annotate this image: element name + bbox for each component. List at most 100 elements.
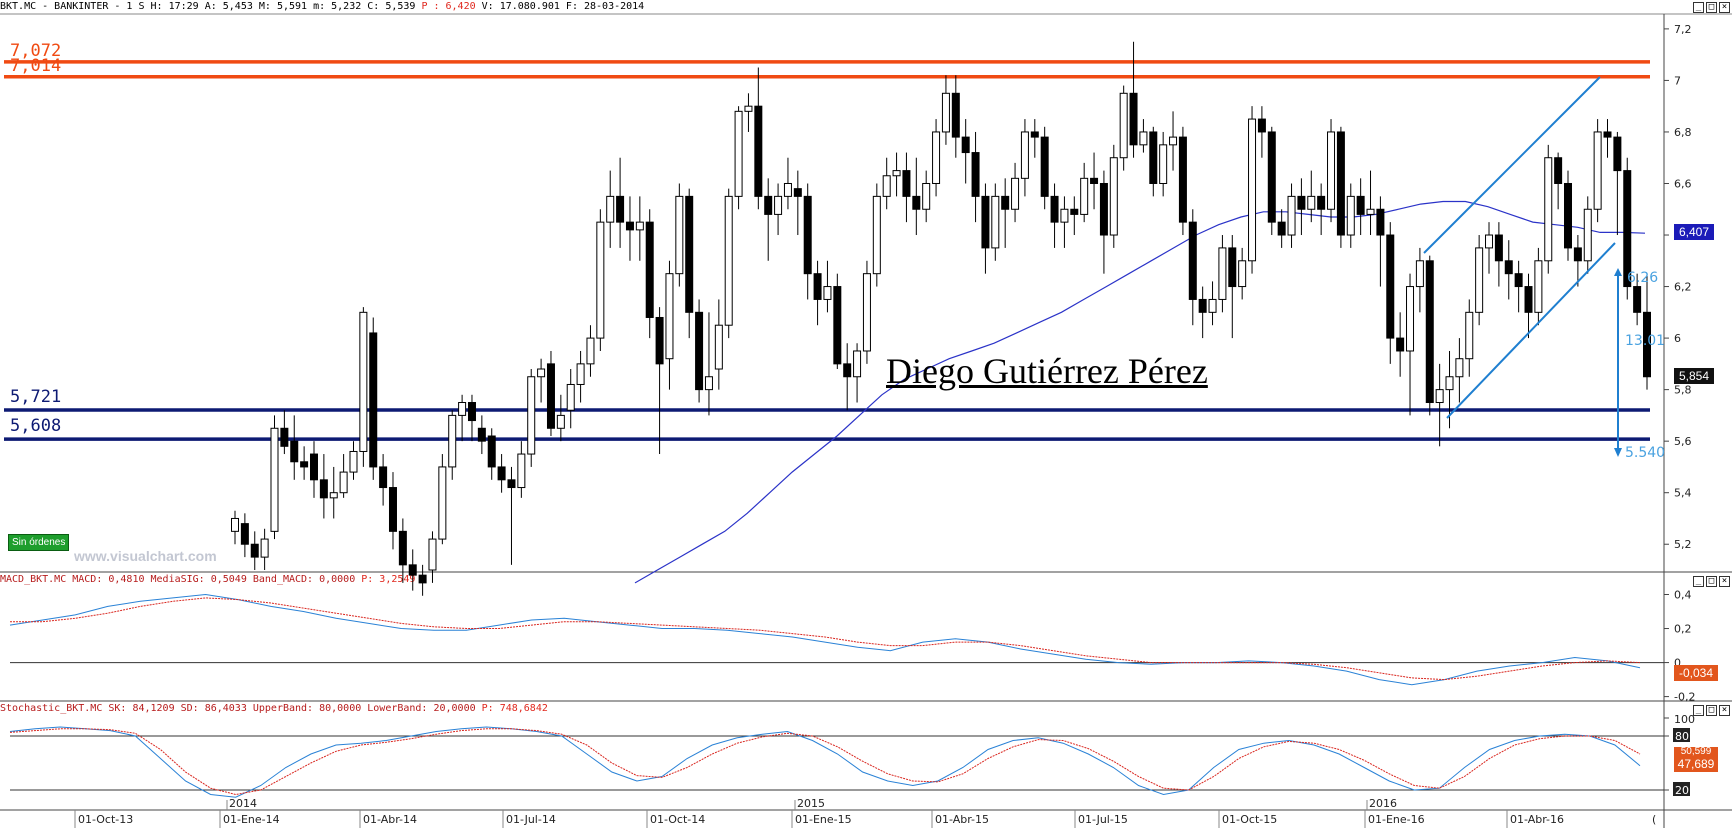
candle-down — [1386, 234, 1395, 339]
level-label: 7,072 — [10, 41, 61, 61]
macd-header-p: P: 3,2549 — [361, 574, 416, 585]
candle-up — [1109, 157, 1118, 236]
candle-up — [1327, 131, 1336, 210]
price-panel-buttons: _ □ × — [1691, 2, 1730, 13]
candle-up — [1415, 260, 1424, 288]
stoch-minimize-button[interactable]: _ — [1693, 705, 1704, 716]
candle-up — [675, 195, 684, 275]
candle-down — [1396, 337, 1405, 352]
macd-close-button[interactable]: × — [1719, 576, 1730, 587]
candle-up — [270, 427, 279, 532]
price-tick-label: 6,6 — [1674, 177, 1692, 190]
candle-down — [240, 523, 249, 545]
candle-down — [477, 427, 486, 442]
candle-down — [546, 363, 555, 429]
channel-lower — [1446, 242, 1616, 419]
candle-down — [1178, 136, 1187, 223]
channel-upper — [1423, 76, 1601, 254]
price-tick-label: 5,2 — [1674, 538, 1692, 551]
candle-up — [853, 350, 862, 378]
candle-up — [1406, 286, 1415, 352]
candle-down — [418, 574, 427, 584]
candle-down — [467, 402, 476, 422]
level-label: 7,014 — [10, 56, 61, 76]
candle-down — [981, 195, 990, 249]
candle-down — [616, 195, 625, 223]
last-price-badge: 5,854 — [1674, 368, 1714, 384]
candle-up — [1445, 376, 1454, 391]
candle-up — [556, 414, 565, 429]
candle-down — [1613, 136, 1622, 172]
candle-up — [1346, 195, 1355, 236]
price-tick-label: 6,2 — [1674, 281, 1692, 294]
stoch-tick-label: 20 — [1675, 784, 1689, 797]
candle-up — [991, 195, 1000, 249]
ma-line — [634, 200, 1646, 584]
stoch-tick-label: 80 — [1675, 730, 1689, 743]
signal-line — [10, 597, 1641, 681]
candle-down — [1188, 221, 1197, 300]
close-button[interactable]: × — [1719, 2, 1730, 13]
month-label: 01-Abr-14 — [363, 813, 417, 826]
month-label: 01-Oct-15 — [1222, 813, 1277, 826]
candle-up — [774, 195, 783, 215]
candle-down — [1129, 92, 1138, 146]
candle-up — [1218, 247, 1227, 300]
candle-up — [517, 453, 526, 489]
channel-lines — [1423, 76, 1622, 457]
price-tick-label: 5,4 — [1674, 487, 1692, 500]
candle-up — [1455, 358, 1464, 378]
candle-down — [833, 286, 842, 365]
minimize-button[interactable]: _ — [1693, 2, 1704, 13]
price-tick-label: 6,8 — [1674, 126, 1692, 139]
macd-tick-label: 0,4 — [1674, 589, 1692, 602]
candle-down — [290, 440, 299, 463]
axis-end-label: ( — [1652, 813, 1656, 826]
macd-tick-label: 0 — [1674, 657, 1681, 670]
stoch-band-badge — [1673, 782, 1690, 796]
candle-down — [685, 195, 694, 313]
candle-down — [1070, 208, 1079, 215]
candle-down — [1554, 157, 1563, 184]
macd-tick-label: -0,2 — [1674, 691, 1695, 704]
candle-up — [1139, 131, 1148, 146]
candle-down — [843, 363, 852, 378]
candle-down — [1494, 234, 1503, 262]
stoch-maximize-button[interactable]: □ — [1706, 705, 1717, 716]
sd-line — [9, 728, 1641, 796]
candle-down — [971, 152, 980, 197]
candle-down — [507, 479, 516, 489]
candle-down — [803, 195, 812, 275]
candle-up — [1475, 247, 1484, 313]
candle-down — [961, 136, 970, 154]
stoch-close-button[interactable]: × — [1719, 705, 1730, 716]
candle-down — [793, 188, 802, 197]
stoch-header-p: P: 748,6842 — [481, 703, 548, 714]
ma-value-badge: 6,407 — [1674, 224, 1714, 240]
candle-up — [734, 110, 743, 197]
stoch-tick-label: 100 — [1674, 713, 1695, 726]
candle-up — [527, 376, 536, 455]
price-tick-label: 5,6 — [1674, 435, 1692, 448]
macd-maximize-button[interactable]: □ — [1706, 576, 1717, 587]
sin-ordenes-badge[interactable]: Sin órdenes — [8, 534, 70, 551]
candle-down — [1277, 221, 1286, 236]
maximize-button[interactable]: □ — [1706, 2, 1717, 13]
candle-down — [408, 564, 417, 576]
arrow-head-bottom — [1614, 448, 1622, 457]
candle-up — [1287, 195, 1296, 236]
month-label: 01-Ene-16 — [1368, 813, 1425, 826]
candle-up — [862, 273, 871, 352]
candle-down — [1504, 260, 1513, 275]
candle-down — [1317, 195, 1326, 210]
candle-down — [1257, 118, 1266, 133]
price-tick-label: 7,2 — [1674, 23, 1692, 36]
price-header-p: P : 6,420 — [421, 1, 476, 12]
candle-down — [951, 92, 960, 138]
macd-minimize-button[interactable]: _ — [1693, 576, 1704, 587]
candle-up — [704, 376, 713, 391]
price-header-text: BKT.MC - BANKINTER - 1 S H: 17:29 A: 5,4… — [0, 1, 422, 12]
price-tick-label: 7 — [1674, 74, 1681, 87]
month-label: 01-Oct-13 — [78, 813, 133, 826]
